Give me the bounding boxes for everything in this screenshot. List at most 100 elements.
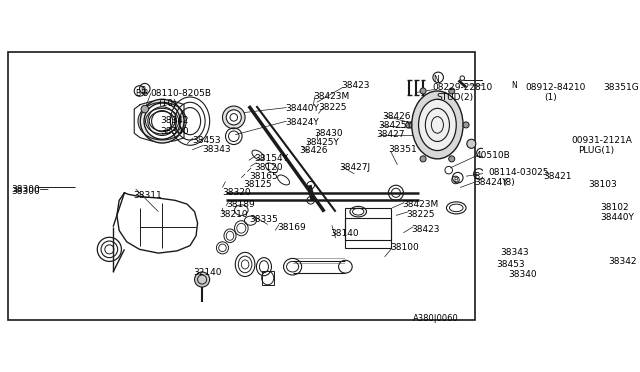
Circle shape [533,275,541,283]
Text: 38154Y: 38154Y [254,154,288,163]
Circle shape [522,278,529,286]
Ellipse shape [419,99,456,151]
Text: B: B [142,89,147,98]
Circle shape [449,88,455,94]
Ellipse shape [568,232,580,244]
Circle shape [550,258,557,265]
Text: 38311: 38311 [134,190,162,199]
Text: 00931-2121A: 00931-2121A [572,136,632,145]
Text: 40510B: 40510B [475,151,510,160]
Text: 38430: 38430 [314,129,343,138]
Text: (1): (1) [545,93,557,102]
Text: 38125: 38125 [243,180,271,189]
Text: 38300—: 38300— [12,185,49,194]
Text: 38423M: 38423M [402,201,438,209]
Circle shape [548,230,556,237]
Ellipse shape [499,224,549,275]
Text: 38102: 38102 [600,203,629,212]
Ellipse shape [504,229,544,270]
Circle shape [570,214,580,224]
Text: 38423: 38423 [411,225,440,234]
Text: 38421: 38421 [543,173,572,182]
Text: 38342: 38342 [161,116,189,125]
Text: 38440Y: 38440Y [285,104,319,113]
Text: (8): (8) [502,178,515,187]
Text: 38453: 38453 [496,260,525,269]
Circle shape [195,272,210,287]
Text: 38335: 38335 [249,215,278,224]
Text: 38343: 38343 [500,248,529,257]
Circle shape [543,268,550,276]
Text: 38169: 38169 [278,223,307,232]
Text: 38426: 38426 [382,112,411,121]
Circle shape [492,260,499,267]
Circle shape [490,235,498,243]
Circle shape [141,105,148,113]
Circle shape [499,270,507,277]
Bar [346,218,390,248]
Circle shape [406,122,412,128]
Text: 38225: 38225 [406,210,435,219]
Text: 38140: 38140 [330,229,359,238]
Text: 08114-03025: 08114-03025 [489,168,549,177]
Circle shape [509,276,517,283]
Ellipse shape [494,218,554,280]
Circle shape [517,213,525,221]
Ellipse shape [144,103,180,139]
Bar [345,208,392,240]
Circle shape [467,139,476,148]
Ellipse shape [140,99,184,143]
Circle shape [552,241,559,248]
Text: 38425Y: 38425Y [379,121,412,130]
Text: 38300: 38300 [12,187,40,196]
Circle shape [529,214,536,222]
Text: 08229-22810: 08229-22810 [432,83,492,92]
Circle shape [489,248,496,256]
Circle shape [463,122,469,128]
Text: 38425Y: 38425Y [305,138,339,147]
Text: N: N [433,75,439,84]
Text: 38340: 38340 [508,270,537,279]
Text: 38426: 38426 [300,146,328,155]
Circle shape [540,220,547,228]
Text: 08912-84210: 08912-84210 [525,83,586,92]
Text: 38427: 38427 [376,130,405,139]
Text: 38427J: 38427J [339,163,371,171]
Text: 38225: 38225 [318,103,347,112]
Text: B: B [453,177,458,183]
Text: 38100: 38100 [390,243,419,252]
Text: STUD(2): STUD(2) [436,93,474,102]
Text: 38351G: 38351G [604,83,639,92]
Text: 38423: 38423 [341,81,369,90]
Text: PLUG(1): PLUG(1) [579,146,614,155]
Text: 38320: 38320 [223,187,251,196]
Text: 38453: 38453 [192,136,221,145]
Circle shape [420,156,426,162]
Text: 38343: 38343 [202,145,231,154]
Text: 08110-8205B: 08110-8205B [151,89,212,98]
Circle shape [420,88,426,94]
Text: B: B [136,89,141,98]
Text: 38210: 38210 [220,210,248,219]
Circle shape [496,225,504,232]
Text: (10): (10) [158,99,177,108]
Text: 38340: 38340 [161,127,189,136]
Text: 38165: 38165 [249,171,278,181]
Text: 38424Y: 38424Y [285,118,319,127]
Circle shape [449,156,455,162]
Text: B: B [140,86,145,96]
Text: 38423M: 38423M [313,93,349,102]
Text: 38440Y: 38440Y [600,213,634,222]
Text: A380|0060: A380|0060 [413,314,458,323]
Circle shape [506,217,513,224]
Ellipse shape [565,229,584,247]
Text: 38342: 38342 [608,257,636,266]
Text: 32140: 32140 [193,268,221,277]
Ellipse shape [223,106,245,129]
Ellipse shape [227,110,241,125]
Text: 38351: 38351 [388,145,417,154]
Bar [262,271,274,285]
Text: N: N [511,81,517,90]
Text: 38424Y: 38424Y [474,178,508,187]
Text: 38189: 38189 [227,201,255,209]
